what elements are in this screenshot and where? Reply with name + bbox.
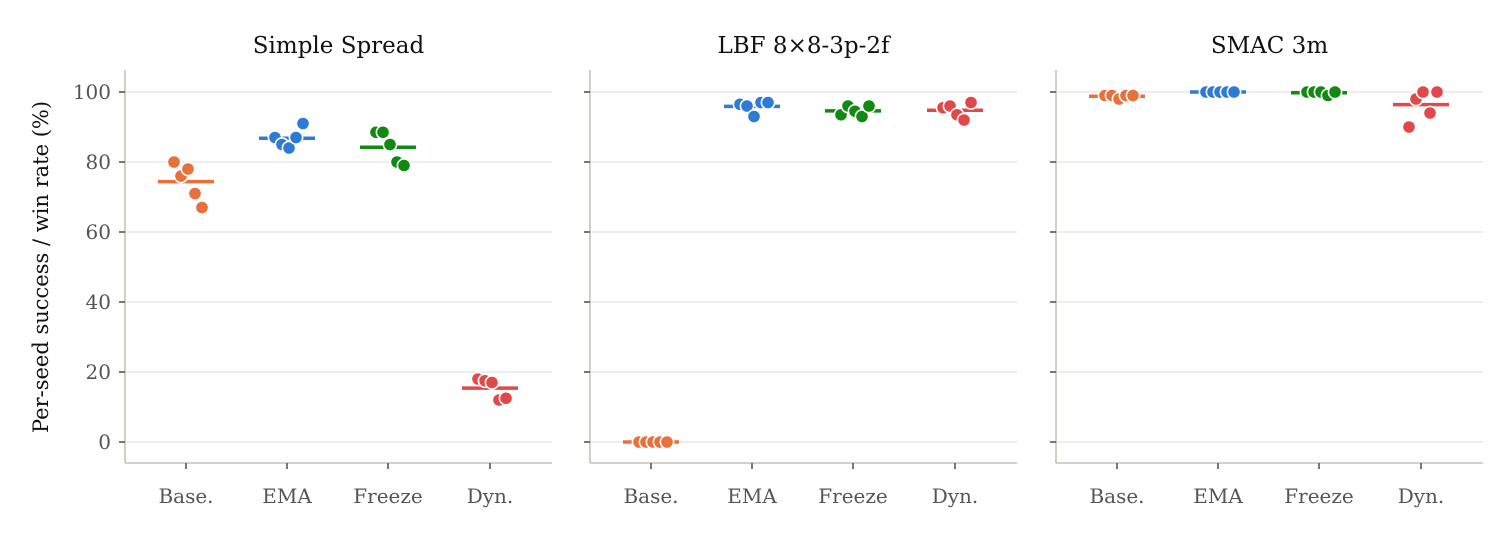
seed-point: [760, 95, 776, 110]
seed-point: [956, 112, 972, 128]
x-tick-label: EMA: [1193, 484, 1243, 508]
x-tick-label: Dyn.: [1398, 484, 1445, 508]
x-tick-label: Dyn.: [932, 484, 979, 508]
seed-point: [281, 140, 297, 156]
seed-point: [194, 200, 210, 215]
x-tick-label: Base.: [623, 484, 678, 508]
panel-title: Simple Spread: [253, 33, 425, 59]
y-tick-label: 0: [98, 430, 111, 454]
panel-title: SMAC 3m: [1211, 33, 1328, 59]
panel-2: LBF 8×8-3p-2f Base. EMA Freeze Dyn.: [584, 33, 1017, 508]
seed-point: [295, 116, 311, 131]
x-tick-label: Freeze: [1284, 484, 1353, 508]
panel-title: LBF 8×8-3p-2f: [717, 33, 891, 59]
x-tick-label: Dyn.: [467, 484, 514, 508]
seed-point: [382, 137, 398, 152]
seed-point: [963, 95, 979, 110]
panel-3: SMAC 3m Base. EMA Freeze Dyn.: [1050, 33, 1483, 508]
x-tick-label: Freeze: [818, 484, 887, 508]
y-axis-title: Per-seed success / win rate (%): [29, 101, 53, 433]
seed-point: [1125, 88, 1141, 103]
seed-point: [288, 130, 304, 145]
y-tick-label: 80: [86, 150, 111, 174]
seed-point: [1226, 84, 1242, 100]
seed-point: [1415, 84, 1431, 100]
seed-point: [396, 158, 412, 173]
y-tick-label: 40: [86, 290, 111, 314]
seed-point: [498, 390, 514, 406]
seed-point: [746, 109, 762, 124]
seed-point: [1422, 105, 1438, 121]
seed-point: [166, 154, 182, 170]
x-tick-label: EMA: [727, 484, 777, 508]
x-tick-label: Base.: [158, 484, 213, 508]
seed-point: [1429, 84, 1445, 100]
seed-point: [1327, 84, 1343, 100]
seed-point: [375, 124, 391, 140]
seed-point: [484, 375, 500, 390]
y-tick-label: 20: [86, 360, 111, 384]
y-tick-label: 100: [73, 80, 111, 104]
panel-1: 0 20 40 60 80 100 Simple Spread Base. EMA Freeze D…: [73, 33, 552, 508]
x-tick-label: Freeze: [353, 484, 422, 508]
seed-point: [187, 186, 203, 201]
seed-point: [854, 109, 870, 124]
y-tick-label: 60: [86, 220, 111, 244]
seed-point: [861, 98, 877, 114]
x-tick-label: EMA: [262, 484, 312, 508]
seed-point: [739, 98, 755, 114]
x-tick-label: Base.: [1089, 484, 1144, 508]
seed-point: [180, 161, 196, 177]
seed-point: [1401, 119, 1417, 135]
seed-point: [659, 434, 675, 450]
